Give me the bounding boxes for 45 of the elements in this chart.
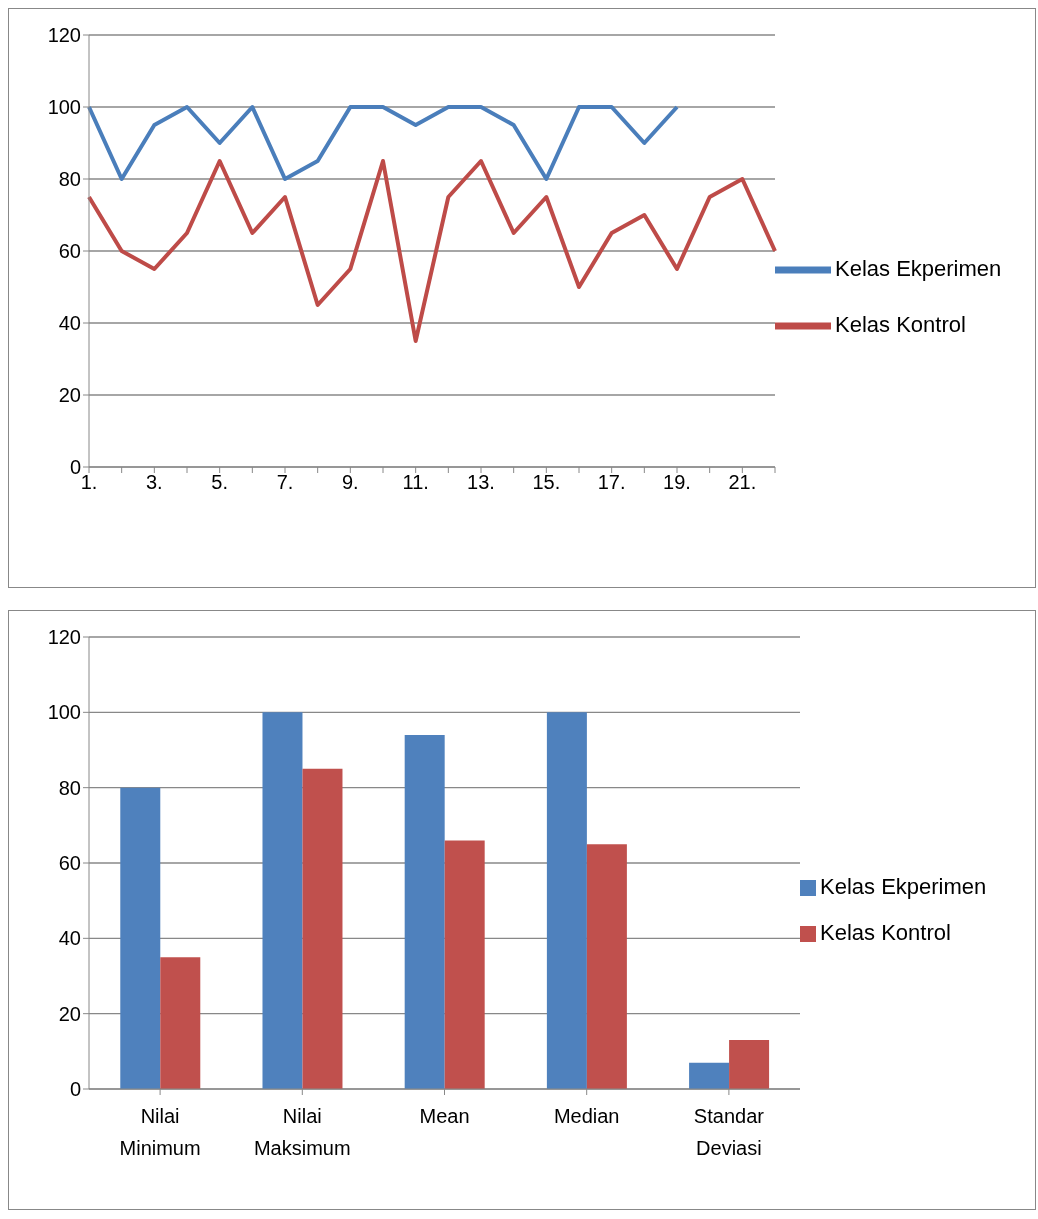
bar <box>444 840 485 1089</box>
x-tick-label: 9. <box>341 471 359 494</box>
y-tick-label: 100 <box>47 96 81 119</box>
y-tick-label: 80 <box>58 776 81 799</box>
bar <box>689 1062 730 1089</box>
y-tick-label: 60 <box>58 240 81 263</box>
x-tick-label: 17. <box>597 471 626 494</box>
x-tick-label: Standar Deviasi <box>693 1105 765 1159</box>
y-tick-label: 0 <box>69 1078 81 1101</box>
x-tick-label: 11. <box>402 471 429 494</box>
x-tick-label: 21. <box>728 471 757 494</box>
bar <box>302 768 343 1089</box>
bar <box>546 712 587 1089</box>
legend-label: Kelas Ekperimen <box>835 255 1002 281</box>
y-tick-label: 80 <box>58 168 81 191</box>
y-tick-label: 40 <box>58 927 81 950</box>
bar <box>729 1040 770 1089</box>
line-series <box>87 105 679 181</box>
bar <box>404 734 445 1089</box>
bar <box>262 712 303 1089</box>
y-tick-label: 60 <box>58 852 81 875</box>
y-tick-label: 20 <box>58 1002 81 1025</box>
bar <box>160 957 201 1089</box>
y-tick-label: 0 <box>69 456 81 479</box>
y-tick-label: 100 <box>47 701 81 724</box>
x-tick-label: 13. <box>467 471 495 494</box>
x-tick-label: 19. <box>663 471 691 494</box>
x-tick-label: Mean <box>419 1105 470 1127</box>
legend-label: Kelas Kontrol <box>820 920 951 945</box>
bar <box>120 787 161 1089</box>
x-tick-label: 1. <box>80 471 98 494</box>
x-tick-label: 5. <box>211 471 229 494</box>
bar <box>586 844 627 1089</box>
y-tick-label: 120 <box>47 24 81 47</box>
y-tick-label: 120 <box>47 626 81 649</box>
x-tick-label: Nilai Maksimum <box>253 1105 351 1159</box>
y-tick-label: 40 <box>58 312 81 335</box>
x-tick-label: Nilai Minimum <box>119 1105 201 1159</box>
x-tick-label: 15. <box>532 471 561 494</box>
x-tick-label: 3. <box>145 471 163 494</box>
y-tick-label: 20 <box>58 384 81 407</box>
x-tick-label: Median <box>553 1105 620 1127</box>
x-tick-label: 7. <box>276 471 294 494</box>
legend-label: Kelas Kontrol <box>835 311 966 337</box>
legend-label: Kelas Ekperimen <box>820 874 987 899</box>
